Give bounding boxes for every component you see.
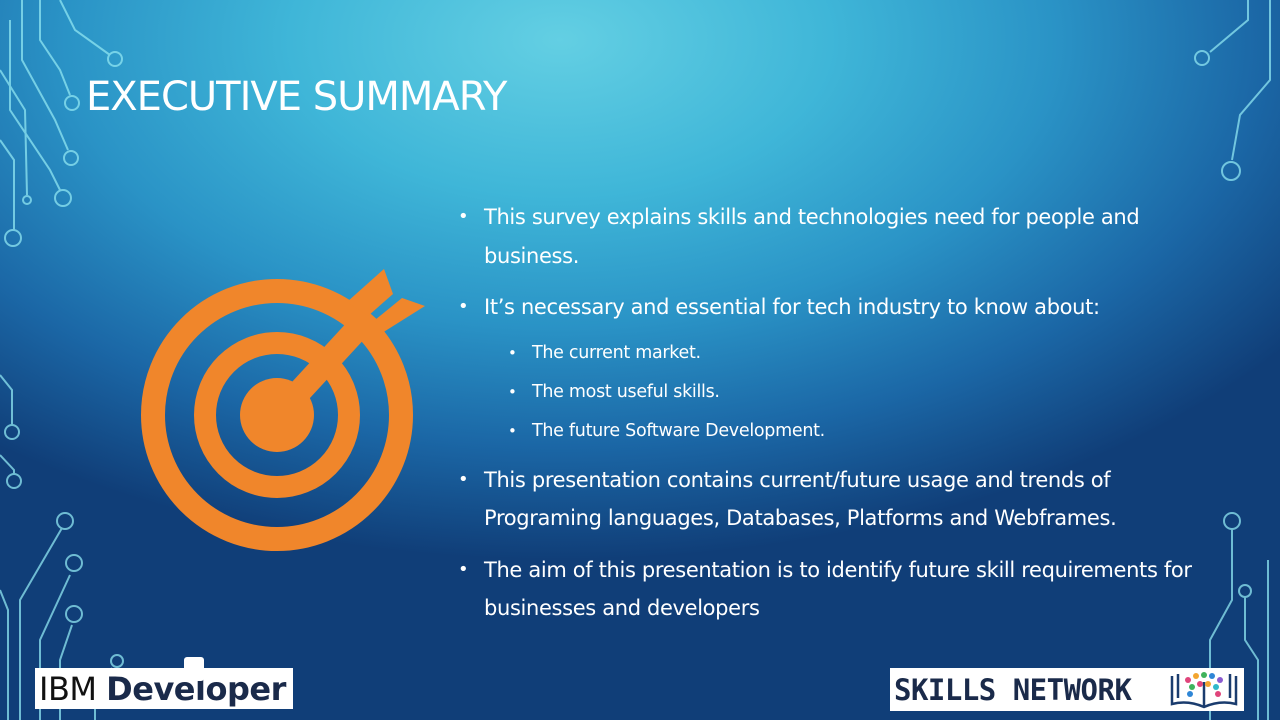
sub-bullet-list: The current market. The most useful skil… — [458, 334, 1198, 451]
bullet-list: This survey explains skills and technolo… — [458, 198, 1198, 641]
sub-bullet-item: The current market. — [458, 334, 1198, 373]
target-with-arrow-icon — [141, 269, 425, 551]
bullet-item: This survey explains skills and technolo… — [458, 198, 1198, 275]
text-cursor-icon — [184, 657, 204, 681]
skills-network-logo-text: SKILLS NETWORK — [894, 673, 1132, 707]
skills-network-logo: SKILLS NETWORK — [890, 668, 1244, 711]
bullet-item: This presentation contains current/futur… — [458, 461, 1198, 538]
ibm-logo-prefix: IBM — [39, 670, 97, 708]
sub-bullet-item: The most useful skills. — [458, 373, 1198, 412]
open-book-network-icon — [1170, 672, 1238, 709]
bullet-item: The aim of this presentation is to ident… — [458, 551, 1198, 628]
bullet-item: It’s necessary and essential for tech in… — [458, 288, 1198, 327]
ibm-developer-logo: IBM Developer — [35, 668, 293, 709]
slide-title: EXECUTIVE SUMMARY — [86, 74, 507, 120]
sub-bullet-item: The future Software Development. — [458, 412, 1198, 451]
ibm-developer-logo-text: IBM Developer — [39, 670, 286, 708]
